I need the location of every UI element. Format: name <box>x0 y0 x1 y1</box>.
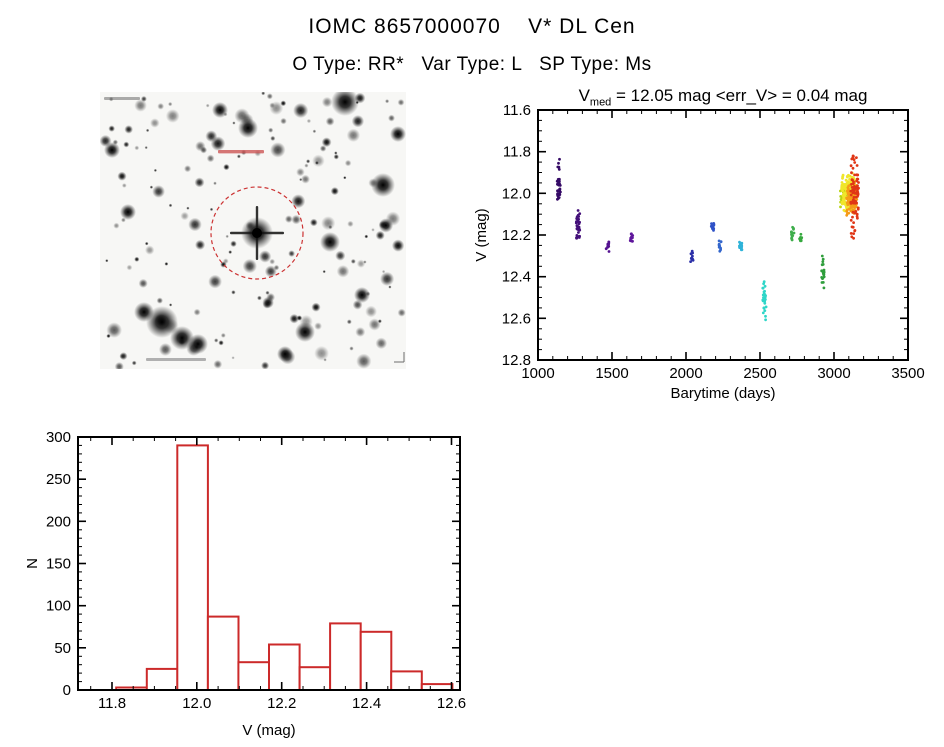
histogram-chart: 11.8 12.0 12.2 12.4 12.6 0 50 100 150 200 250 300 V … <box>24 429 466 739</box>
histogram-x-tick-label: 12.0 <box>182 695 211 712</box>
histogram-bar <box>359 630 393 692</box>
corner-annotation-text <box>104 97 140 100</box>
star-field <box>100 92 406 369</box>
lightcurve-y-tick-label: 11.6 <box>503 102 531 119</box>
histogram-bar <box>298 666 332 691</box>
lightcurve-x-tick-label: 3000 <box>817 365 850 382</box>
lightcurve-x-tick-label: 3500 <box>891 365 924 382</box>
finding-chart <box>100 92 406 369</box>
histogram-y-tick-label: 300 <box>46 429 71 446</box>
lightcurve-y-tick-label: 12.2 <box>502 227 531 244</box>
corner-mark <box>394 352 405 363</box>
histogram-bar <box>145 667 179 691</box>
lightcurve-x-tick-label: 1500 <box>595 365 628 382</box>
lightcurve-panel: Vmed = 12.05 mag <err_V> = 0.04 mag 1000… <box>470 86 936 416</box>
lightcurve-x-tick-label: 1000 <box>521 365 554 382</box>
lightcurve-y-tick-label: 12.0 <box>502 185 531 202</box>
histogram-bar <box>176 444 209 692</box>
lightcurve-x-tick-label: 2500 <box>743 365 776 382</box>
lightcurve-chart: 1000 1500 2000 2500 3000 3500 11.6 11.8 12.0 12.2… <box>473 102 925 402</box>
lightcurve-major-ticks <box>537 109 909 361</box>
histogram-x-tick-label: 12.6 <box>437 695 466 712</box>
target-circle <box>210 186 304 280</box>
target-star <box>230 206 284 260</box>
lightcurve-y-tick-label: 11.8 <box>503 144 531 161</box>
histogram-y-tick-label: 100 <box>46 598 71 615</box>
histogram-y-tick-label: 0 <box>63 682 71 699</box>
histogram-major-ticks <box>78 436 460 691</box>
histogram-bar <box>237 661 270 691</box>
page-title: IOMC 8657000070 V* DL Cen <box>308 15 636 38</box>
histogram-bar <box>268 643 301 691</box>
histogram-x-tick-label: 12.4 <box>352 695 381 712</box>
histogram-y-tick-label: 200 <box>46 513 71 530</box>
histogram-bar <box>206 615 240 692</box>
lightcurve-minor-ticks <box>538 110 908 360</box>
finding-chart-image <box>100 92 406 369</box>
lightcurve-y-tick-label: 12.6 <box>502 310 531 327</box>
histogram-y-tick-label: 50 <box>54 640 71 657</box>
histogram-bar <box>329 622 362 691</box>
bottom-annotation-text <box>146 358 206 361</box>
red-annotation-text <box>218 150 264 154</box>
lightcurve-axes-box <box>537 109 909 361</box>
lightcurve-y-tick-label: 12.8 <box>502 352 531 369</box>
histogram-axes-box <box>77 436 461 691</box>
histogram-panel: 11.8 12.0 12.2 12.4 12.6 0 50 100 150 200 250 300 V … <box>20 420 500 747</box>
page-subtitle: O Type: RR* Var Type: L SP Type: Ms <box>292 54 652 75</box>
histogram-bars <box>115 444 454 692</box>
histogram-y-axis-label: N <box>24 558 41 569</box>
lightcurve-x-tick-label: 2000 <box>669 365 702 382</box>
lightcurve-x-axis-label: Barytime (days) <box>670 385 775 402</box>
lightcurve-y-axis-label: V (mag) <box>473 208 490 261</box>
histogram-x-tick-label: 12.2 <box>267 695 296 712</box>
histogram-y-tick-label: 250 <box>46 471 71 488</box>
lightcurve-y-tick-label: 12.4 <box>502 269 531 286</box>
histogram-x-tick-label: 11.8 <box>98 695 126 712</box>
histogram-x-axis-label: V (mag) <box>242 722 295 739</box>
histogram-bar <box>390 670 423 691</box>
histogram-y-tick-label: 150 <box>46 556 71 573</box>
lightcurve-points <box>555 154 860 322</box>
